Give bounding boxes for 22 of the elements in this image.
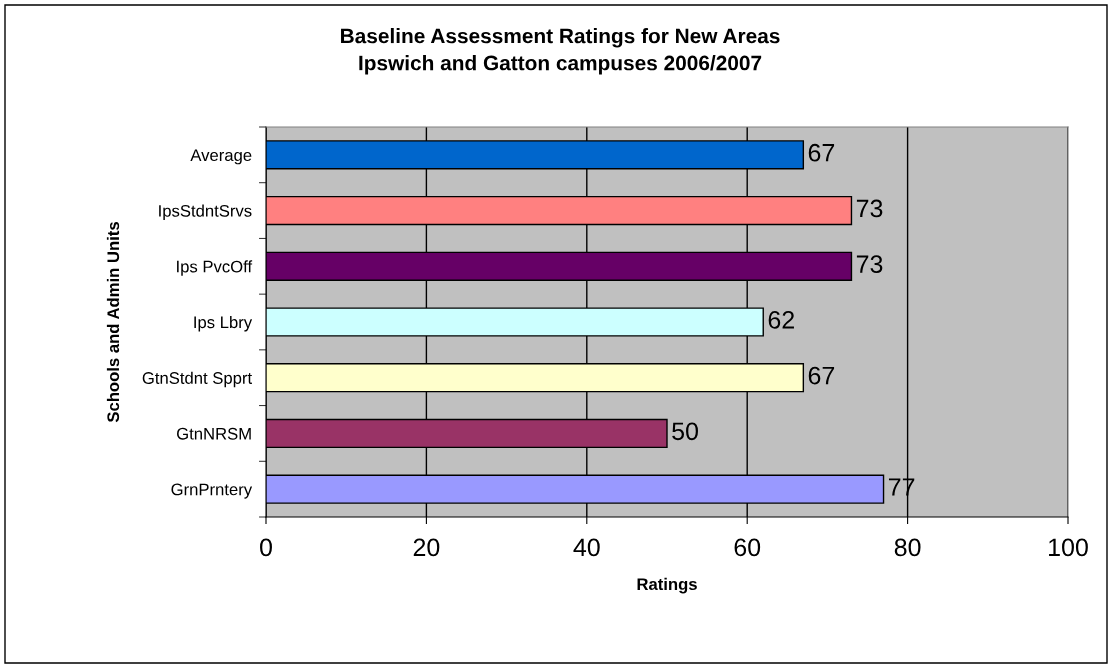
y-axis-title: Schools and Admin Units — [106, 222, 120, 423]
data-label: 73 — [856, 255, 883, 273]
y-tick-label: GrnPrntery — [171, 483, 253, 499]
chart-title: Baseline Assessment Ratings for New Areas Ipswich and Gatton campuses 2006/2007 — [341, 28, 780, 75]
data-label: 67 — [808, 366, 835, 385]
data-label: 73 — [856, 199, 883, 218]
data-label: 50 — [672, 422, 698, 441]
x-tick-label: 40 — [573, 538, 600, 557]
x-tick-label: 0 — [260, 538, 272, 557]
x-tick-label: 100 — [1049, 538, 1088, 557]
data-label: 62 — [768, 311, 794, 329]
y-tick-label: GtnNRSM — [177, 427, 251, 440]
x-axis-title: Ratings — [637, 577, 697, 594]
y-tick-label: IpsStdntSrvs — [159, 204, 252, 221]
x-tick-label: 80 — [894, 538, 921, 557]
y-tick-label: Ips PvcOff — [177, 260, 253, 276]
y-tick-label: GtnStdnt Spprt — [142, 371, 252, 388]
y-tick-label: Average — [190, 149, 252, 165]
data-label: 67 — [808, 143, 835, 162]
x-tick-label: 20 — [413, 538, 440, 557]
y-tick-label: Ips Lbry — [194, 315, 253, 332]
x-tick-label: 60 — [734, 538, 761, 557]
